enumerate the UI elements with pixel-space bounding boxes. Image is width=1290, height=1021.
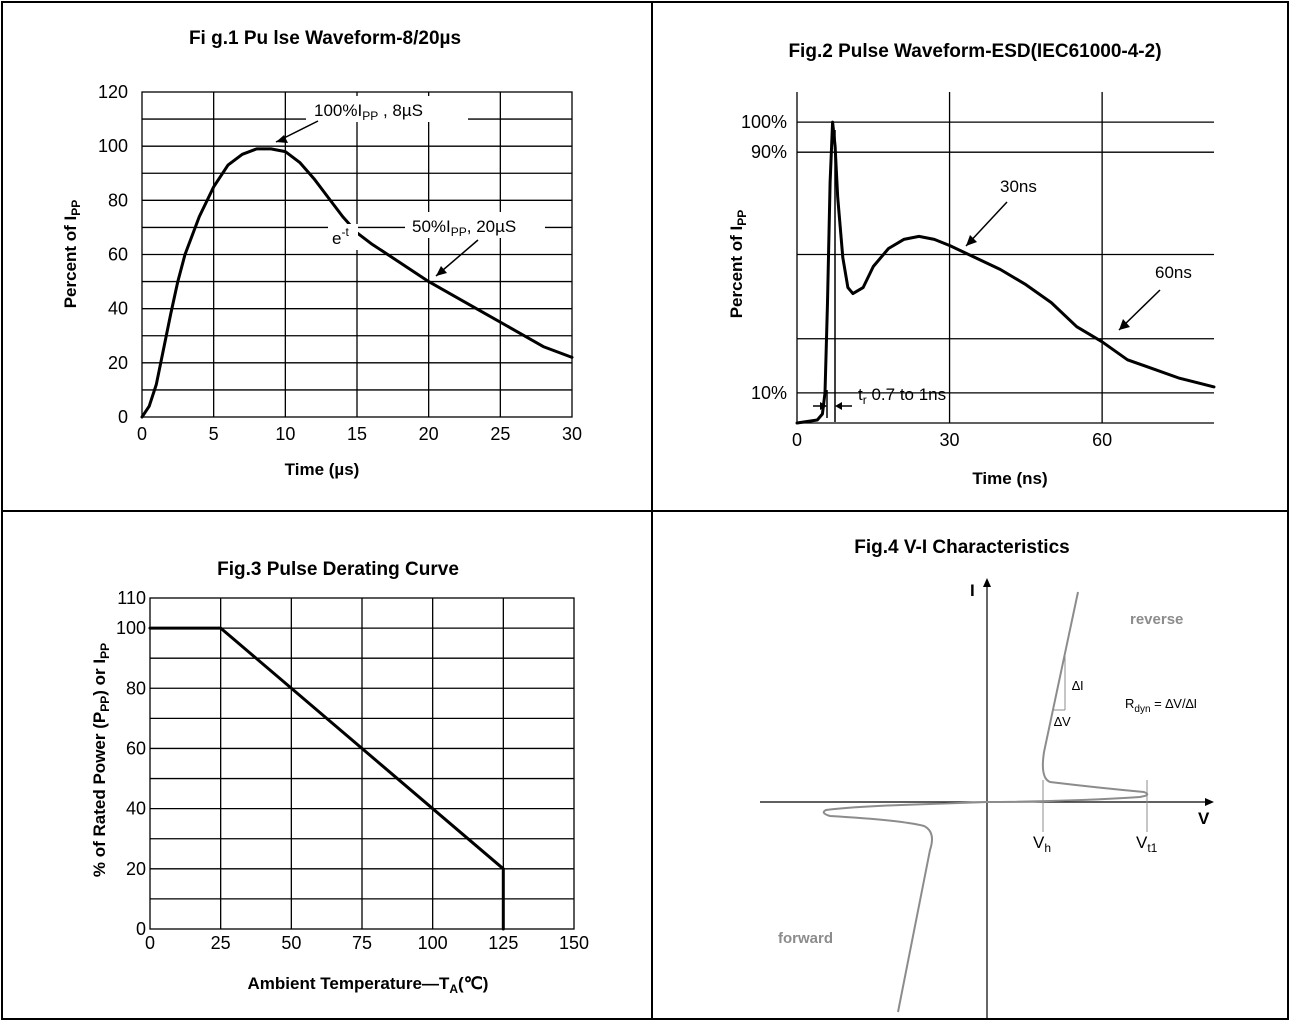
- fig3-series-line: [148, 626, 505, 931]
- fig4-forward-label: forward: [778, 930, 833, 947]
- fig3-xlabel: Ambient Temperature—TA(℃): [248, 974, 489, 996]
- fig1-ytick: 20: [108, 353, 128, 373]
- fig4-delta-i: ∆I: [1072, 678, 1084, 693]
- fig2-ticks: 0 30 60 10% 90% 100%: [741, 112, 1112, 450]
- fig1-ytick: 0: [118, 407, 128, 427]
- fig4-title: Fig.4 V-I Characteristics: [854, 537, 1069, 558]
- fig2-ytick: 100%: [741, 112, 787, 132]
- fig2-rise-arrowhead-right: [835, 402, 842, 410]
- fig4-vh-label: Vh: [1033, 833, 1051, 855]
- fig1-arrowhead-peak: [276, 135, 288, 143]
- fig2-annot-rise: tr 0.7 to 1ns: [858, 385, 946, 407]
- fig2-xlabel: Time (ns): [972, 469, 1047, 488]
- fig4-vi-curve: [822, 591, 1149, 1013]
- fig1-ytick: 40: [108, 299, 128, 319]
- fig1-xtick: 30: [562, 424, 582, 444]
- fig1-panel: Fi g.1 Pu lse Waveform-8/20µs 0 5 10 15 20 25…: [61, 28, 582, 479]
- fig2-rise-arrowhead-left: [820, 402, 827, 410]
- fig1-ytick: 80: [108, 190, 128, 210]
- fig2-grid: [796, 92, 1214, 424]
- fig3-grid: [149, 597, 575, 930]
- fig1-annot-decay: e-t: [332, 225, 349, 248]
- fig1-annot-half-bg: [405, 212, 545, 238]
- fig4-panel: Fig.4 V-I Characteristics V I Vh Vt1 ∆I …: [760, 537, 1214, 1019]
- fig1-grid: [141, 91, 573, 418]
- fig3-xtick: 50: [281, 933, 301, 953]
- fig2-series-line: [795, 120, 1216, 425]
- fig3-ytick: 60: [126, 738, 146, 758]
- fig1-xtick: 20: [419, 424, 439, 444]
- fig2-annot-60ns: 60ns: [1155, 263, 1192, 282]
- fig4-i-label: I: [970, 581, 975, 600]
- fig3-ytick: 20: [126, 859, 146, 879]
- fig2-arrowhead-30ns: [966, 235, 977, 246]
- fig1-xlabel: Time (µs): [285, 460, 360, 479]
- fig1-title: Fi g.1 Pu lse Waveform-8/20µs: [189, 28, 461, 49]
- fig1-xtick: 0: [137, 424, 147, 444]
- fig3-xtick: 75: [352, 933, 372, 953]
- fig3-xtick: 25: [211, 933, 231, 953]
- fig3-ytick: 100: [116, 618, 146, 638]
- fig2-title: Fig.2 Pulse Waveform-ESD(IEC61000-4-2): [788, 41, 1161, 62]
- fig3-ylabel: % of Rated Power (PPP) or IPP: [90, 643, 112, 877]
- fig1-xtick: 25: [490, 424, 510, 444]
- fig1-ylabel: Percent of IPP: [61, 200, 83, 309]
- fig3-ytick: 80: [126, 678, 146, 698]
- fig1-ticks: 0 5 10 15 20 25 30 0 20 40 60 80 100 120: [98, 82, 582, 444]
- fig3-ytick: 40: [126, 799, 146, 819]
- fig1-xtick: 10: [275, 424, 295, 444]
- fig4-rdyn: Rdyn = ∆V/∆I: [1125, 696, 1197, 715]
- fig3-ytick: 110: [117, 588, 146, 608]
- fig1-xtick: 5: [209, 424, 219, 444]
- fig1-annot-peak-bg: [306, 96, 468, 122]
- fig3-ytick: 0: [136, 919, 146, 939]
- fig1-ytick: 60: [108, 245, 128, 265]
- fig1-annot-decay-bg: [328, 224, 358, 250]
- fig1-annot-peak: 100%IPP , 8µS: [314, 101, 423, 123]
- fig4-delta-v: ∆V: [1054, 714, 1071, 729]
- fig2-xtick: 60: [1092, 430, 1112, 450]
- fig1-ytick: 100: [98, 136, 128, 156]
- fig2-ytick: 10%: [751, 383, 787, 403]
- fig1-series-line: [140, 147, 574, 419]
- fig3-panel: Fig.3 Pulse Derating Curve 0 25 50 75 100 125…: [90, 559, 589, 996]
- fig3-xtick: 125: [488, 933, 518, 953]
- fig2-annot-30ns: 30ns: [1000, 177, 1037, 196]
- fig2-xtick: 30: [940, 430, 960, 450]
- fig4-vt1-label: Vt1: [1136, 833, 1158, 855]
- fig1-annot-half: 50%IPP, 20µS: [412, 217, 516, 239]
- fig2-arrowhead-60ns: [1119, 319, 1130, 330]
- fig2-ylabel: Percent of IPP: [727, 210, 749, 319]
- fig4-i-axis-arrowhead: [983, 578, 991, 587]
- fig2-xtick: 0: [792, 430, 802, 450]
- fig3-xtick: 150: [559, 933, 589, 953]
- fig3-ticks: 0 25 50 75 100 125 150 0 20 40 60 80 100 110: [116, 588, 589, 953]
- fig4-v-label: V: [1198, 809, 1210, 828]
- fig4-v-axis-arrowhead: [1205, 798, 1214, 806]
- fig4-reverse-label: reverse: [1130, 611, 1183, 628]
- fig3-title: Fig.3 Pulse Derating Curve: [217, 559, 459, 580]
- fig3-xtick: 100: [418, 933, 448, 953]
- fig2-panel: Fig.2 Pulse Waveform-ESD(IEC61000-4-2) 0…: [727, 41, 1216, 488]
- fig1-xtick: 15: [347, 424, 367, 444]
- fig2-ytick: 90%: [751, 142, 787, 162]
- fig1-arrowhead-half: [436, 266, 447, 276]
- fig1-ytick: 120: [98, 82, 128, 102]
- fig3-xtick: 0: [145, 933, 155, 953]
